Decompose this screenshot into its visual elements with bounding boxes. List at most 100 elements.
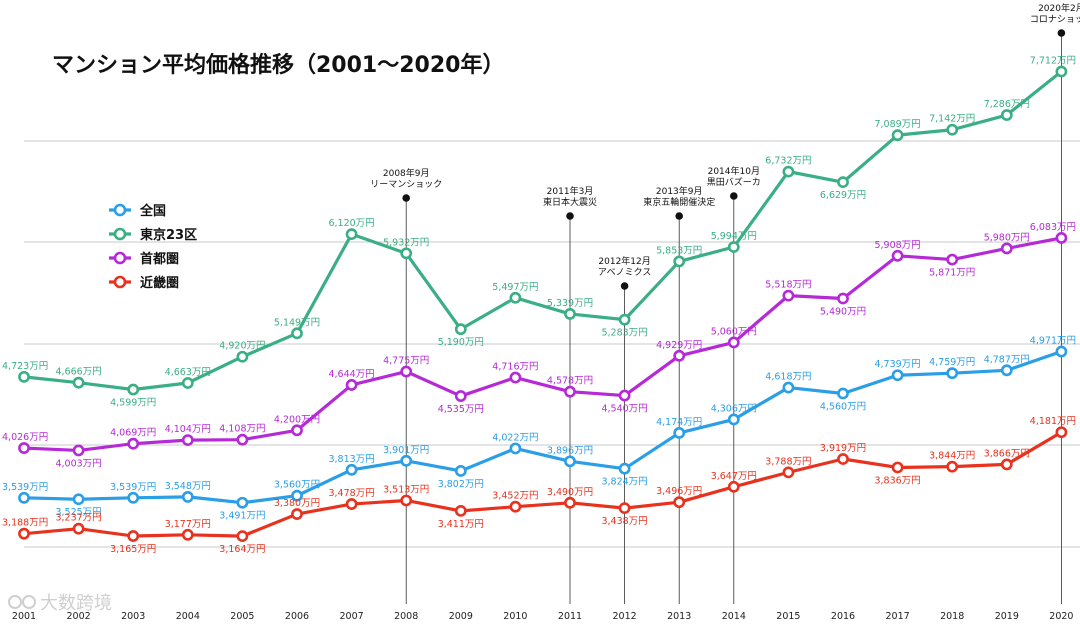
annotation-dot (1057, 29, 1066, 37)
legend-label: 首都圏 (140, 251, 179, 267)
legend-marker (113, 203, 127, 217)
series-line (23, 236, 1062, 453)
data-point (291, 508, 303, 520)
annotation-label: 2013年9月 (656, 185, 703, 197)
x-tick-label: 2007 (340, 611, 364, 622)
x-tick-label: 2018 (940, 611, 964, 622)
data-label: 4,599万円 (110, 398, 156, 409)
data-label: 3,560万円 (274, 480, 320, 491)
annotation-label: 黒田バズーカ (707, 176, 761, 188)
data-label: 4,644万円 (328, 369, 374, 380)
x-tick-label: 2003 (121, 611, 145, 622)
data-point (127, 437, 140, 450)
data-point (946, 253, 959, 266)
data-label: 3,539万円 (2, 482, 48, 493)
data-label: 4,739万円 (874, 359, 920, 370)
x-tick-label: 2016 (831, 611, 855, 622)
annotation-label: リーマンショック (370, 179, 442, 190)
data-point (400, 365, 413, 378)
data-point (127, 383, 140, 396)
data-label: 5,980万円 (984, 232, 1030, 243)
data-point (18, 370, 30, 383)
data-point (345, 463, 358, 476)
data-label: 4,759万円 (929, 357, 975, 368)
data-point (345, 379, 358, 391)
data-label: 3,478万円 (328, 488, 374, 499)
legend-label: 近畿圏 (140, 275, 179, 291)
legend-marker (113, 251, 127, 265)
data-point (127, 530, 140, 542)
data-label: 3,901万円 (383, 445, 429, 456)
x-tick-label: 2008 (394, 611, 418, 622)
data-label: 3,438万円 (601, 516, 647, 527)
data-point (181, 528, 194, 541)
x-tick-label: 2004 (176, 611, 200, 622)
data-label: 5,339万円 (547, 298, 593, 309)
annotation-label: コロナショック (1030, 14, 1080, 25)
x-tick-label: 2020 (1049, 611, 1073, 622)
data-label: 5,497万円 (492, 282, 538, 293)
data-point (618, 502, 631, 515)
x-tick-label: 2002 (67, 611, 91, 622)
x-tick-label: 2013 (667, 611, 691, 622)
data-point (400, 454, 413, 467)
data-label: 5,283万円 (601, 328, 647, 339)
data-point (1000, 364, 1013, 377)
annotation-label: 2014年10月 (708, 165, 760, 177)
data-label: 3,866万円 (984, 448, 1030, 459)
data-point (727, 336, 740, 349)
data-label: 4,181万円 (1030, 416, 1076, 427)
x-tick-label: 2006 (285, 611, 309, 622)
data-point (727, 480, 740, 493)
data-label: 4,775万円 (383, 356, 429, 367)
data-point (1055, 65, 1068, 78)
data-point (400, 247, 413, 260)
x-axis-ticks: 2001 2002 2003 2004 2005 2006 2007 2008 2009 2010… (12, 611, 1074, 622)
data-label: 3,824万円 (601, 477, 647, 488)
data-point (509, 371, 522, 384)
data-label: 3,919万円 (820, 443, 866, 454)
data-label: 4,929万円 (656, 340, 702, 351)
data-point (564, 455, 576, 468)
data-label: 3,844万円 (929, 451, 975, 462)
annotation-label: 2020年2月 (1038, 2, 1080, 14)
data-point (673, 255, 686, 268)
data-label: 3,647万円 (711, 471, 757, 482)
data-point (1055, 426, 1068, 439)
watermark: 大数跨境 (8, 593, 112, 614)
data-label: 5,932万円 (383, 237, 429, 248)
data-point (72, 493, 85, 506)
data-point (673, 427, 686, 439)
data-label: 5,518万円 (765, 280, 811, 291)
annotation-label: アベノミクス (598, 267, 652, 278)
series-0: 3,539万円 3,525万円 3,539万円 3,548万円 3,491万円 3,560… (2, 336, 1076, 522)
data-label: 6,629万円 (820, 190, 866, 201)
annotation-dot (675, 212, 683, 220)
data-label: 4,003万円 (55, 458, 101, 469)
data-label: 4,578万円 (547, 376, 593, 387)
series-line (23, 350, 1062, 505)
data-point (509, 291, 522, 304)
data-label: 3,165万円 (110, 544, 156, 555)
data-point (1055, 232, 1068, 244)
data-point (345, 498, 358, 510)
annotation-dot (566, 212, 574, 220)
x-tick-label: 2009 (449, 611, 473, 622)
data-point (564, 385, 576, 398)
x-tick-label: 2014 (722, 611, 746, 622)
data-label: 3,513万円 (383, 484, 429, 495)
data-point (891, 129, 904, 142)
data-label: 5,060万円 (711, 326, 757, 337)
annotation-dot (730, 192, 738, 200)
data-label: 4,920万円 (219, 341, 265, 352)
data-label: 4,306万円 (711, 403, 757, 414)
data-point (564, 496, 576, 509)
data-label: 7,712万円 (1030, 56, 1076, 67)
data-label: 3,491万円 (219, 511, 265, 522)
watermark-text: 大数跨境 (40, 593, 112, 614)
data-point (181, 434, 194, 446)
data-point (72, 522, 85, 535)
x-tick-label: 2005 (230, 611, 254, 622)
